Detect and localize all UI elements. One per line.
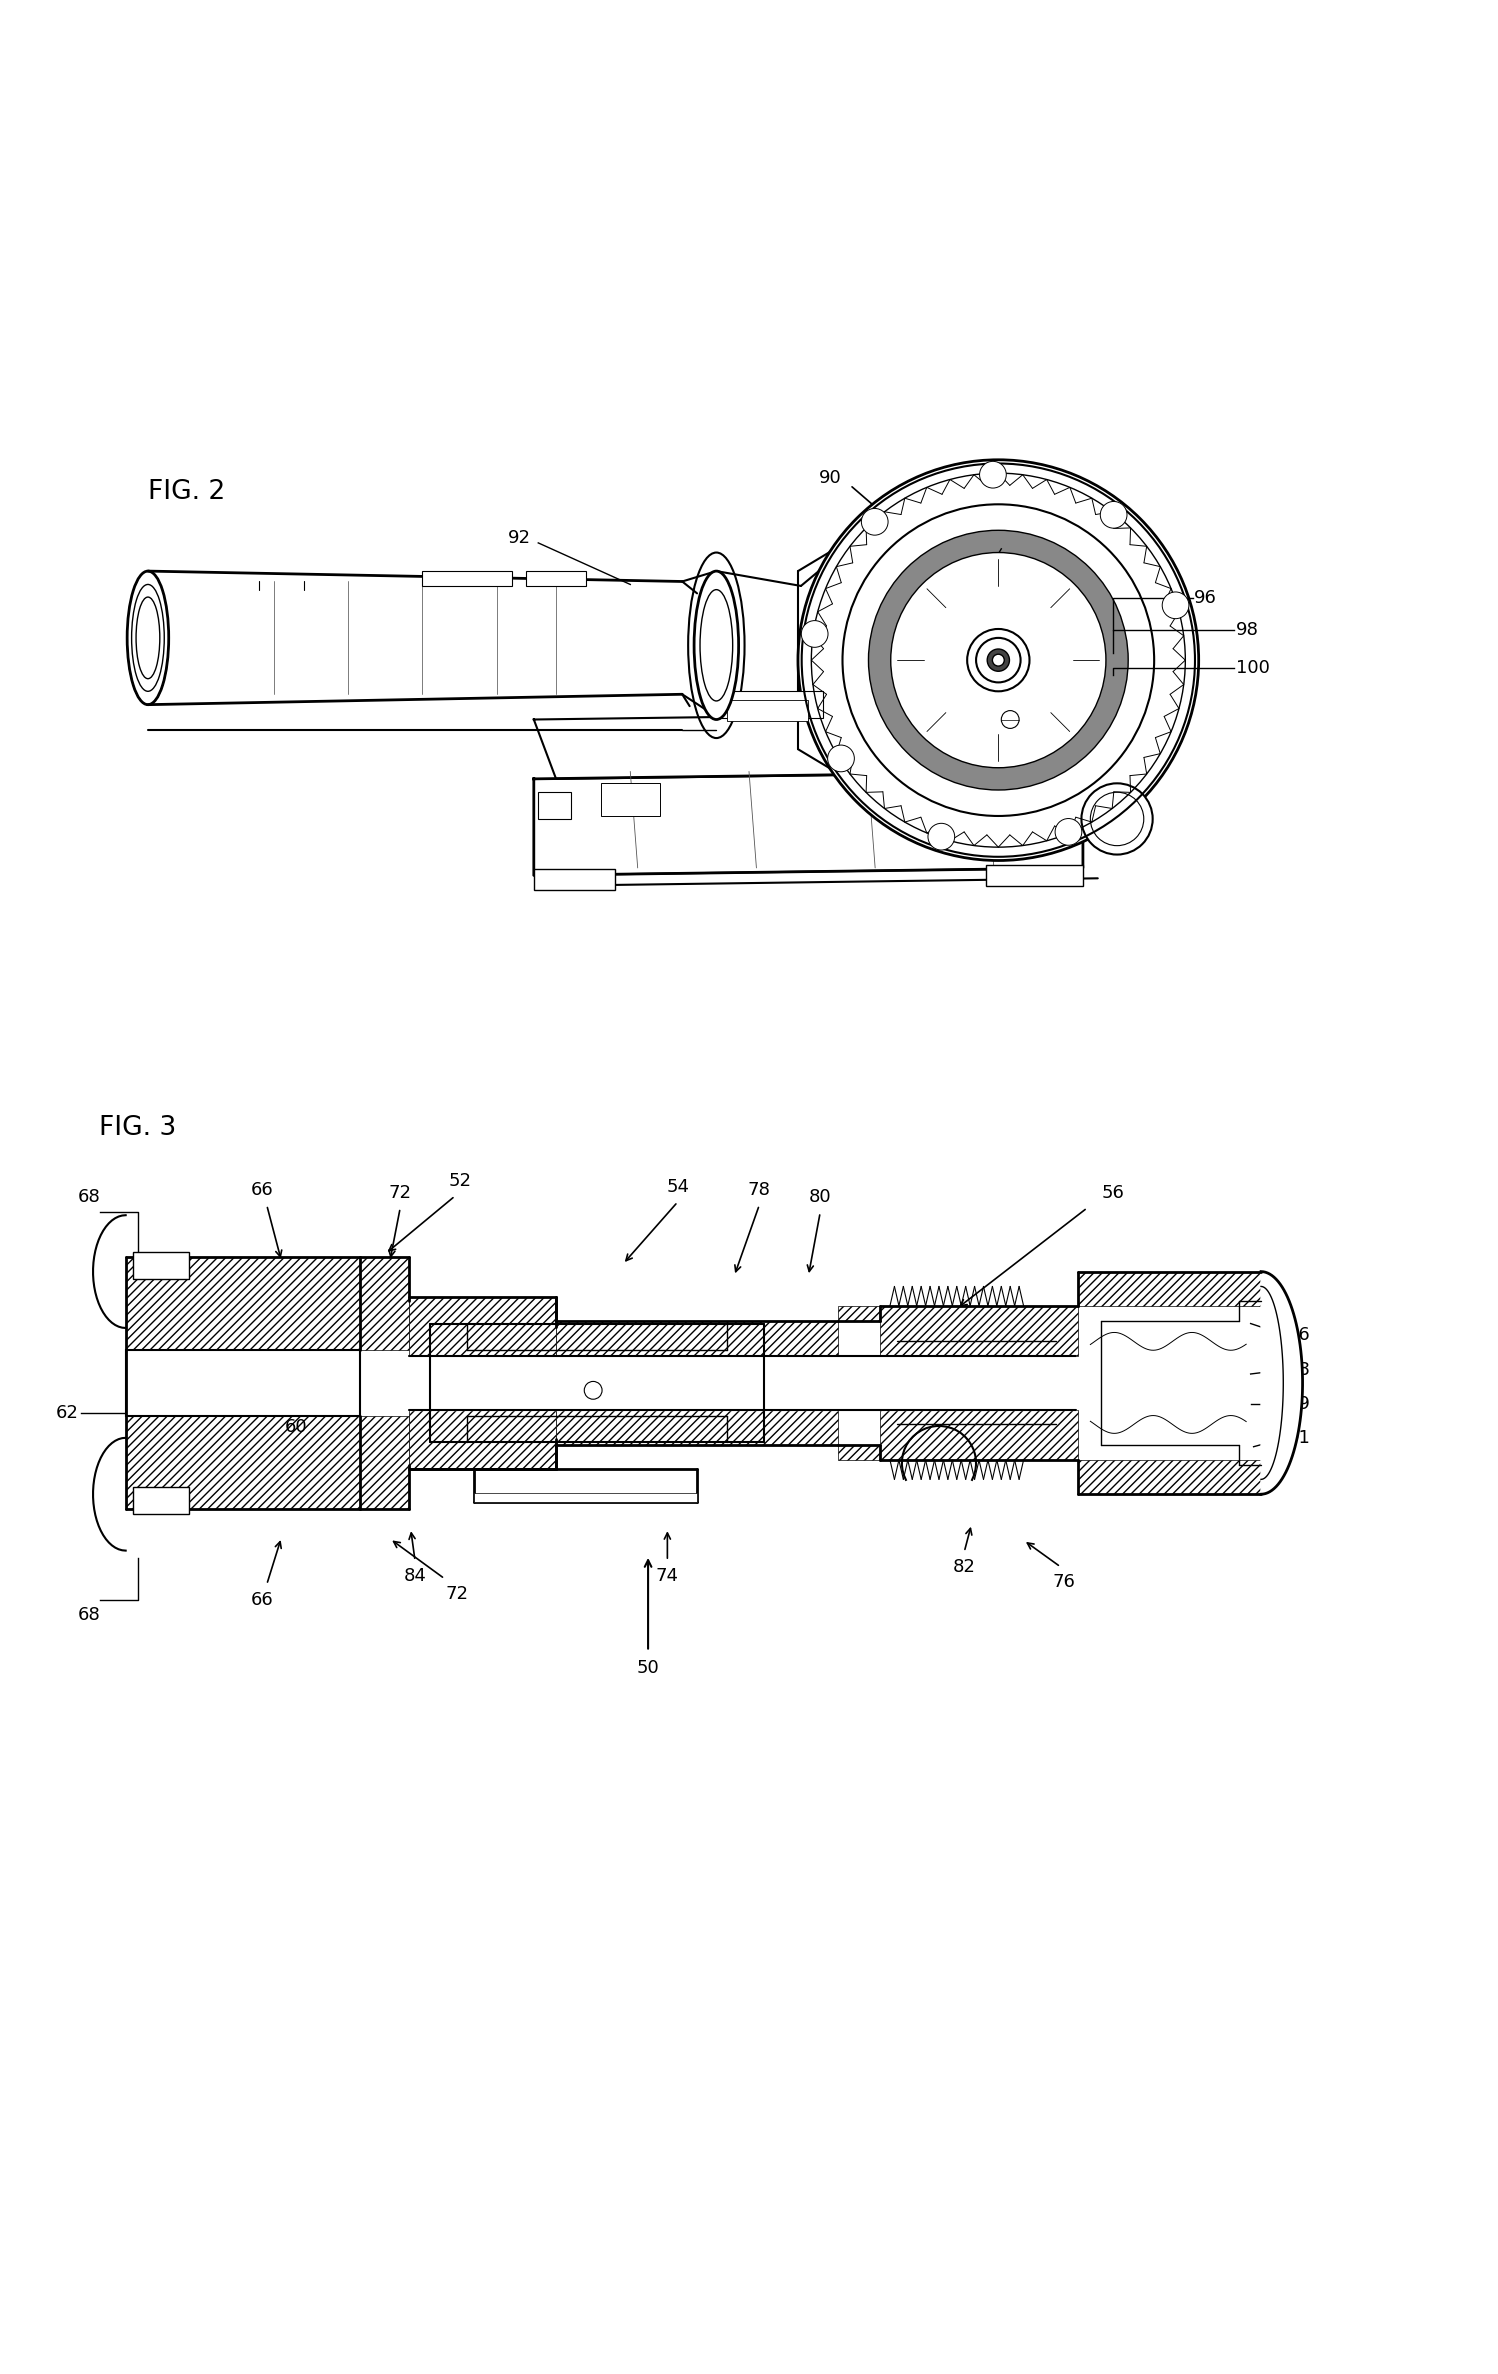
Text: 76: 76 bbox=[1052, 1574, 1076, 1591]
Bar bbox=[475, 1493, 697, 1503]
Polygon shape bbox=[93, 1439, 126, 1550]
Bar bbox=[1079, 1460, 1261, 1493]
Bar bbox=[556, 1410, 837, 1446]
Text: 84: 84 bbox=[403, 1567, 427, 1586]
Text: 66: 66 bbox=[250, 1591, 274, 1610]
Ellipse shape bbox=[798, 461, 1198, 859]
Text: 52: 52 bbox=[448, 1173, 470, 1189]
Text: 60: 60 bbox=[285, 1417, 307, 1436]
Text: 72: 72 bbox=[445, 1586, 469, 1602]
Ellipse shape bbox=[1055, 819, 1082, 845]
Text: 66: 66 bbox=[250, 1180, 274, 1199]
Bar bbox=[556, 1320, 837, 1356]
Ellipse shape bbox=[694, 572, 739, 719]
Polygon shape bbox=[1261, 1272, 1303, 1493]
Bar bbox=[133, 1486, 189, 1515]
Bar bbox=[126, 1415, 360, 1510]
Bar bbox=[360, 1256, 409, 1351]
Polygon shape bbox=[93, 1215, 126, 1327]
Ellipse shape bbox=[980, 461, 1007, 489]
Bar bbox=[1079, 1272, 1261, 1306]
Bar bbox=[727, 700, 809, 722]
Text: 54: 54 bbox=[667, 1178, 689, 1196]
Ellipse shape bbox=[1001, 710, 1019, 729]
Bar bbox=[837, 1306, 879, 1320]
Text: 86: 86 bbox=[1288, 1327, 1311, 1344]
Text: 92: 92 bbox=[508, 529, 530, 548]
Text: 94: 94 bbox=[1004, 537, 1028, 556]
Text: FIG. 3: FIG. 3 bbox=[99, 1116, 177, 1140]
Text: 68: 68 bbox=[78, 1605, 100, 1624]
Ellipse shape bbox=[987, 648, 1010, 672]
Text: 96: 96 bbox=[1194, 589, 1216, 608]
Text: 74: 74 bbox=[656, 1567, 679, 1586]
Bar bbox=[526, 572, 586, 586]
Text: 50: 50 bbox=[637, 1659, 659, 1676]
Bar bbox=[126, 1351, 360, 1415]
Ellipse shape bbox=[968, 629, 1029, 691]
Text: 100: 100 bbox=[1236, 658, 1270, 677]
Text: FIG. 2: FIG. 2 bbox=[148, 480, 225, 506]
Text: 89: 89 bbox=[1288, 1394, 1311, 1413]
Bar bbox=[133, 1253, 189, 1280]
Ellipse shape bbox=[1101, 501, 1126, 527]
Bar bbox=[837, 1446, 879, 1460]
Bar bbox=[538, 793, 571, 819]
Polygon shape bbox=[409, 1356, 1076, 1410]
Ellipse shape bbox=[801, 620, 828, 648]
Text: 91: 91 bbox=[1288, 1429, 1311, 1446]
Text: 68: 68 bbox=[78, 1189, 100, 1206]
Text: 90: 90 bbox=[819, 468, 842, 487]
Bar bbox=[533, 869, 616, 890]
Polygon shape bbox=[533, 712, 1106, 779]
Bar bbox=[601, 783, 661, 817]
Bar bbox=[409, 1296, 556, 1356]
Bar bbox=[422, 572, 511, 586]
Ellipse shape bbox=[827, 745, 854, 772]
Ellipse shape bbox=[1162, 591, 1189, 620]
Ellipse shape bbox=[861, 508, 888, 534]
Bar bbox=[360, 1415, 409, 1510]
Ellipse shape bbox=[127, 572, 169, 705]
Bar bbox=[126, 1256, 360, 1351]
Text: 98: 98 bbox=[1236, 622, 1258, 639]
Ellipse shape bbox=[927, 824, 954, 850]
Ellipse shape bbox=[891, 553, 1106, 767]
Bar bbox=[879, 1410, 1079, 1460]
Ellipse shape bbox=[869, 529, 1128, 791]
Text: 88: 88 bbox=[1288, 1360, 1311, 1379]
Text: 78: 78 bbox=[748, 1180, 771, 1199]
Text: 82: 82 bbox=[953, 1557, 975, 1576]
Bar bbox=[987, 864, 1083, 886]
Text: 62: 62 bbox=[55, 1403, 78, 1422]
Bar bbox=[712, 691, 824, 717]
Text: 72: 72 bbox=[389, 1185, 412, 1201]
Circle shape bbox=[584, 1382, 602, 1398]
Ellipse shape bbox=[992, 655, 1004, 667]
Ellipse shape bbox=[1082, 783, 1152, 855]
Bar bbox=[879, 1306, 1079, 1356]
Bar bbox=[409, 1410, 556, 1470]
Text: 80: 80 bbox=[809, 1189, 831, 1206]
Text: 56: 56 bbox=[1101, 1185, 1124, 1201]
Polygon shape bbox=[533, 772, 1083, 876]
